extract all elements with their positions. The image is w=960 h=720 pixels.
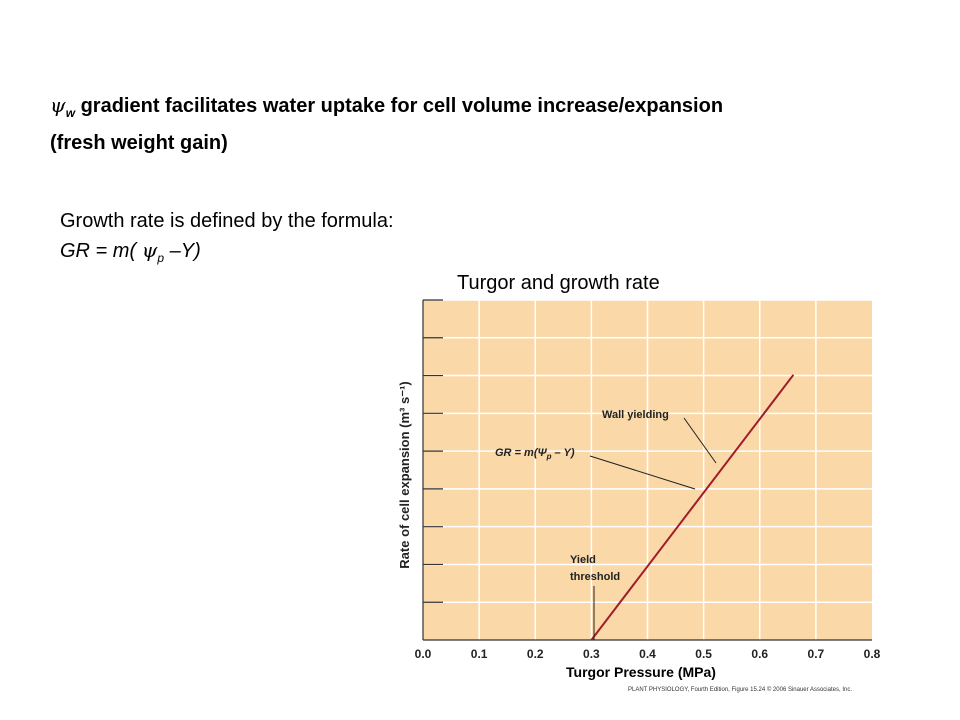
y-tick-marks <box>423 299 443 603</box>
x-tick-label: 0.0 <box>415 647 432 661</box>
x-tick-label: 0.6 <box>751 647 768 661</box>
x-tick-label: 0.1 <box>471 647 488 661</box>
yield-threshold-line2: threshold <box>570 571 620 583</box>
x-tick-label: 0.8 <box>864 647 881 661</box>
formula-intro: Growth rate is defined by the formula: <box>60 210 394 232</box>
x-tick-label: 0.4 <box>639 647 656 661</box>
grid-lines <box>422 299 872 641</box>
psi-symbol: ψ <box>50 93 66 117</box>
formula-prefix: GR = m( <box>60 240 137 262</box>
x-axis-label: Turgor Pressure (MPa) <box>566 664 716 680</box>
annotations: Wall yielding GR = m(Ψp – Y) Yield thres… <box>495 409 717 640</box>
figure-credit: PLANT PHYSIOLOGY, Fourth Edition, Figure… <box>628 686 852 693</box>
growth-rate-line <box>590 374 795 641</box>
headline: ψw gradient facilitates water uptake for… <box>50 90 910 158</box>
headline-text: gradient facilitates water uptake for ce… <box>75 95 724 117</box>
x-tick-label: 0.3 <box>583 647 600 661</box>
yield-threshold-line1: Yield <box>570 554 596 566</box>
psi-subscript: w <box>65 106 76 120</box>
headline-line-1: ψw gradient facilitates water uptake for… <box>50 90 910 128</box>
wall-yielding-label: Wall yielding <box>602 409 669 421</box>
x-tick-label: 0.5 <box>695 647 712 661</box>
x-tick-labels: 0.0 0.1 0.2 0.3 0.4 0.5 0.6 0.7 0.8 <box>415 647 881 661</box>
chart-title: Turgor and growth rate <box>457 272 660 294</box>
wall-yielding-leader <box>683 417 717 464</box>
equation-prefix: GR = m(Ψ <box>495 447 547 459</box>
formula-block: Growth rate is defined by the formula: G… <box>60 207 394 273</box>
equation-suffix: – Y) <box>552 447 575 459</box>
x-tick-label: 0.7 <box>808 647 825 661</box>
equation-leader <box>589 455 696 490</box>
x-tick-label: 0.2 <box>527 647 544 661</box>
headline-line-2: (fresh weight gain) <box>50 132 228 154</box>
formula-suffix: –Y) <box>164 240 201 262</box>
formula-psi: ψ <box>141 238 158 262</box>
formula-psi-sub: p <box>157 251 165 265</box>
growth-rate-formula: GR = m( ψp –Y) <box>60 236 394 273</box>
y-axis-label: Rate of cell expansion (m³ s⁻¹) <box>397 381 412 568</box>
equation-sub: p <box>546 452 552 461</box>
turgor-growth-chart: 0.0 0.1 0.2 0.3 0.4 0.5 0.6 0.7 0.8 Wall yieldin… <box>397 299 881 693</box>
equation-label: GR = m(Ψp – Y) <box>495 447 575 461</box>
